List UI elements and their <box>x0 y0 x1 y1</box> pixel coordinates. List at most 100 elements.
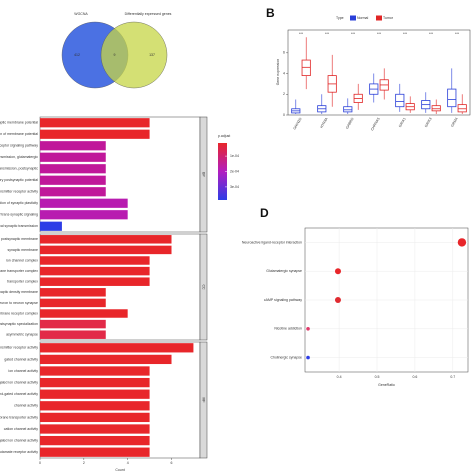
venn-set <box>100 21 168 89</box>
bar <box>40 330 106 339</box>
bar <box>40 354 172 365</box>
y-tick-label: transmembrane transporter complex <box>0 269 38 273</box>
bar <box>40 118 150 128</box>
x-tick-label: GRIA1 <box>398 117 407 128</box>
set-name: Differentially expressed genes <box>125 12 172 16</box>
y-tick-label: regulation of synaptic plasticity <box>0 201 38 205</box>
y-tick-label: ligand-gated ion channel activity <box>0 381 38 385</box>
x-tick-label: 2 <box>83 461 85 465</box>
bar <box>40 221 62 231</box>
facet-strip <box>199 116 208 233</box>
y-tick-label: regulation of postsynaptic membrane pote… <box>0 121 38 125</box>
box <box>457 104 467 113</box>
bar <box>40 319 106 329</box>
colorbar-tick-label: 2e-04 <box>230 169 239 173</box>
y-tick-label: Glutamatergic synapse <box>266 269 302 273</box>
bar <box>40 129 150 139</box>
y-tick-label: synaptic membrane <box>7 248 38 252</box>
bar <box>40 412 150 423</box>
facet-label: CC <box>202 284 206 290</box>
dot <box>306 355 310 360</box>
y-tick-label: passive transmembrane transporter activi… <box>0 415 38 419</box>
facet-label: MF <box>202 397 206 402</box>
set-name: WGCNA <box>74 12 88 16</box>
box <box>447 88 457 108</box>
y-tick-label: chemical synaptic transmission, postsyna… <box>0 167 38 171</box>
y-tick-label: postsynaptic specialization <box>0 322 38 326</box>
y-tick-label: glutamate receptor activity <box>0 450 38 454</box>
y-tick-label: transporter complex <box>7 280 38 284</box>
x-tick-label: GRM4 <box>450 117 459 128</box>
bar <box>40 401 150 411</box>
dot <box>334 297 341 303</box>
bar <box>40 245 172 255</box>
plot-frame <box>287 29 471 116</box>
legend-label: Normal <box>357 16 369 20</box>
bar <box>40 266 150 276</box>
panel-label: D <box>260 206 269 220</box>
bar <box>40 198 128 208</box>
legend-title: p.adjust <box>218 134 230 138</box>
facet-label: BP <box>202 172 206 177</box>
y-tick-label: neurotransmitter receptor activity <box>0 346 38 350</box>
bar <box>40 175 106 185</box>
y-tick-label: Neuroactive ligand-receptor interaction <box>242 240 302 244</box>
y-tick-label: 6 <box>283 51 285 55</box>
set-count: 137 <box>149 53 155 57</box>
x-tick-label: 4 <box>127 461 129 465</box>
y-tick-label: cAMP signaling pathway <box>264 298 302 302</box>
y-tick-label: Nicotine addiction <box>274 327 302 331</box>
y-tick-label: transmitter-gated ion channel activity <box>0 439 38 443</box>
box <box>301 59 311 77</box>
box <box>395 93 405 108</box>
bar <box>40 377 150 388</box>
colorbar <box>218 143 227 200</box>
bar <box>40 288 106 297</box>
x-tick-label: GABRD <box>345 117 355 130</box>
legend-swatch <box>350 15 356 21</box>
colorbar-tick-label: 1e-04 <box>230 154 239 158</box>
bar <box>40 389 150 399</box>
bar <box>40 343 194 353</box>
x-tick-label: 6 <box>171 461 173 465</box>
bar <box>40 366 150 376</box>
bar <box>40 298 106 308</box>
x-tick-label: GRIN2D <box>293 117 303 131</box>
bar <box>40 210 128 220</box>
y-tick-label: synaptic transmission, glutamatergic <box>0 155 38 159</box>
x-tick-label: 0.6 <box>412 375 417 379</box>
dot <box>334 268 341 275</box>
x-tick-label: 0.7 <box>450 375 455 379</box>
bar <box>40 309 128 318</box>
bar <box>40 277 150 286</box>
intersection-count: 9 <box>114 53 116 57</box>
y-tick-label: Cholinergic synapse <box>270 356 302 360</box>
y-tick-label: postsynaptic density membrane <box>0 290 38 294</box>
x-tick-label: GRIK3 <box>424 117 433 128</box>
y-tick-label: 4 <box>283 71 285 75</box>
x-tick-label: 0.5 <box>375 375 380 379</box>
y-tick-label: gated channel activity <box>4 357 38 361</box>
legend-label: Tumor <box>383 16 394 20</box>
significance: *** <box>403 32 408 36</box>
significance: *** <box>377 32 382 36</box>
y-tick-label: postsynaptic membrane <box>1 237 38 241</box>
x-tick-label: CHRNA5 <box>370 117 381 132</box>
significance: *** <box>455 32 460 36</box>
dot <box>457 238 467 247</box>
panel-label: B <box>266 6 275 20</box>
y-tick-label: ionotropic glutamate receptor signaling … <box>0 144 38 148</box>
y-tick-label: regulation of trans-synaptic signaling <box>0 213 38 217</box>
y-tick-label: regulation of membrane potential <box>0 132 38 136</box>
box <box>431 105 441 112</box>
significance: *** <box>299 32 304 36</box>
bar <box>40 164 106 174</box>
x-tick-label: 0.4 <box>337 375 342 379</box>
y-tick-label: ion channel activity <box>8 369 38 373</box>
colorbar-tick-label: 3e-04 <box>230 185 239 189</box>
y-tick-label: ligand-gated channel activity <box>0 392 38 396</box>
x-axis-label: Count <box>115 468 124 472</box>
legend-swatch <box>376 15 382 21</box>
y-tick-label: cation channel activity <box>4 427 38 431</box>
